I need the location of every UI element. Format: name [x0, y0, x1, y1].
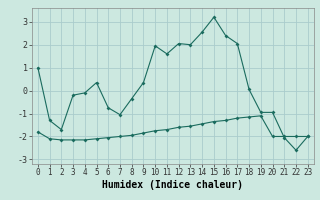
- X-axis label: Humidex (Indice chaleur): Humidex (Indice chaleur): [102, 180, 243, 190]
